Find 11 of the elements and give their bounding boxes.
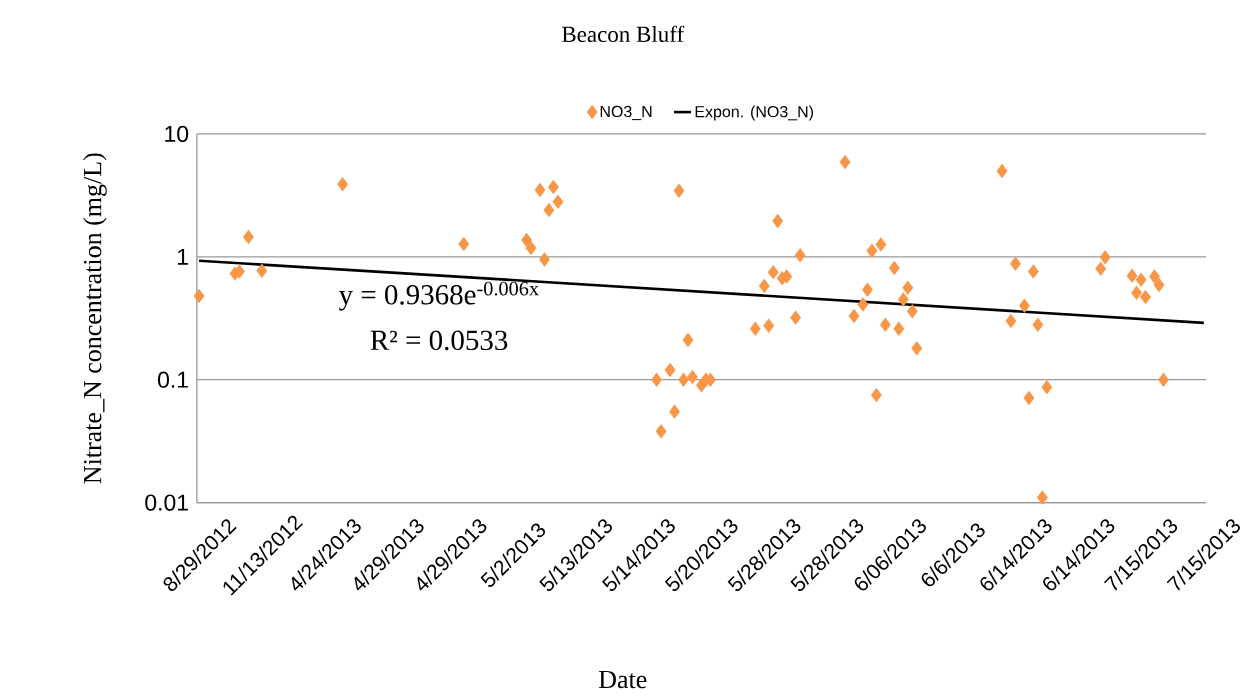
y-tick-label: 0.1: [158, 371, 188, 388]
y-tick-label: 10: [165, 125, 189, 142]
annotation: y = 0.9368e$^{-0.006x}$: [338, 281, 539, 311]
chart-title: Beacon Bluff: [562, 25, 685, 42]
y-axis-title: Nitrate_N concentration (mg/L): [83, 153, 107, 484]
legend-label: Expon. (NO3_N): [695, 105, 813, 121]
x-axis-title: Date: [598, 670, 647, 688]
legend-label: NO3_N: [600, 105, 652, 120]
annotation: R² = 0.0533: [370, 330, 508, 350]
y-tick-label: 1: [178, 248, 188, 265]
y-tick-label: 0.01: [145, 494, 188, 511]
